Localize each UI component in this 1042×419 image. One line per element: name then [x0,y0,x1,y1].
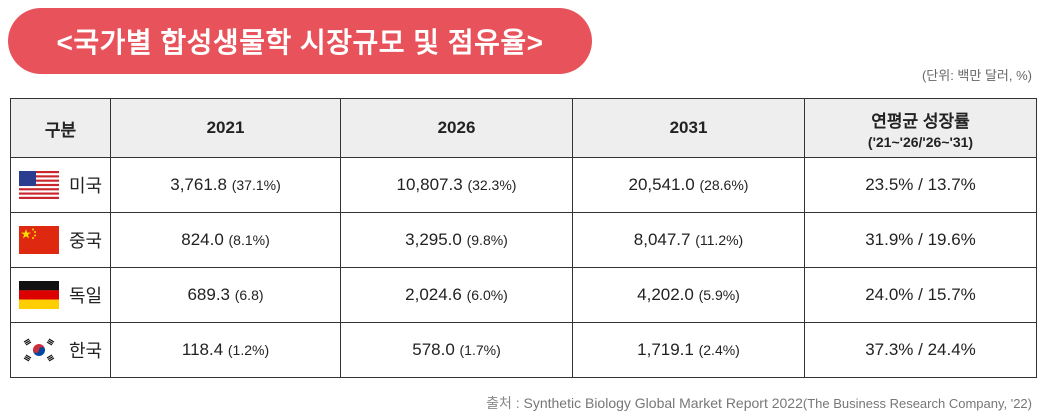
header-2021: 2021 [110,98,341,158]
country-cell: 독일 [10,267,111,323]
country-name: 독일 [68,286,103,306]
value-2026: 578.0 (1.7%) [340,322,573,378]
table-row: 독일 689.3 (6.8) 2,024.6 (6.0%) 4,202.0 (5… [10,267,1037,323]
value-2021: 824.0 (8.1%) [110,212,341,268]
value-2021: 3,761.8 (37.1%) [110,157,341,213]
us-flag-icon [18,171,59,199]
table-row: 미국 3,761.8 (37.1%) 10,807.3 (32.3%) 20,5… [10,157,1037,213]
header-cagr-period: ('21~'26/'26~'31) [867,133,974,150]
country-name: 한국 [68,341,103,361]
value-2021: 689.3 (6.8) [110,267,341,323]
value-2026: 3,295.0 (9.8%) [340,212,573,268]
market-table: 구분 2021 2026 2031 연평균 성장률 ('21~'26/'26~'… [10,98,1037,378]
cagr-value: 24.0% / 15.7% [804,267,1037,323]
china-flag-icon [18,226,59,254]
value-2026: 2,024.6 (6.0%) [340,267,573,323]
source-detail: (The Business Research Company, '22) [802,396,1032,411]
header-cagr-title: 연평균 성장률 [871,111,970,131]
table-row: 한국 118.4 (1.2%) 578.0 (1.7%) 1,719.1 (2.… [10,322,1037,378]
cagr-value: 23.5% / 13.7% [804,157,1037,213]
country-name: 중국 [68,231,103,251]
value-2031: 1,719.1 (2.4%) [572,322,805,378]
unit-note: (단위: 백만 달러, %) [921,68,1032,83]
value-2021: 118.4 (1.2%) [110,322,341,378]
value-2031: 8,047.7 (11.2%) [572,212,805,268]
header-2031: 2031 [572,98,805,158]
table-header-row: 구분 2021 2026 2031 연평균 성장률 ('21~'26/'26~'… [10,98,1037,158]
header-country: 구분 [10,98,111,158]
country-cell: 미국 [10,157,111,213]
cagr-value: 31.9% / 19.6% [804,212,1037,268]
header-2026: 2026 [340,98,573,158]
page-title: <국가별 합성생물학 시장규모 및 점유율> [56,27,544,58]
germany-flag-icon [18,281,59,309]
country-name: 미국 [68,176,103,196]
source-label: 출처 : [486,395,520,411]
cagr-value: 37.3% / 24.4% [804,322,1037,378]
value-2026: 10,807.3 (32.3%) [340,157,573,213]
value-2031: 20,541.0 (28.6%) [572,157,805,213]
country-cell: 한국 [10,322,111,378]
korea-flag-icon [18,336,59,364]
source-text: Synthetic Biology Global Market Report 2… [523,395,803,411]
source-note: 출처 : Synthetic Biology Global Market Rep… [486,393,1032,413]
value-2031: 4,202.0 (5.9%) [572,267,805,323]
table-row: 중국 824.0 (8.1%) 3,295.0 (9.8%) 8,047.7 (… [10,212,1037,268]
header-cagr: 연평균 성장률 ('21~'26/'26~'31) [804,98,1037,158]
country-cell: 중국 [10,212,111,268]
title-banner: <국가별 합성생물학 시장규모 및 점유율> [8,8,592,74]
